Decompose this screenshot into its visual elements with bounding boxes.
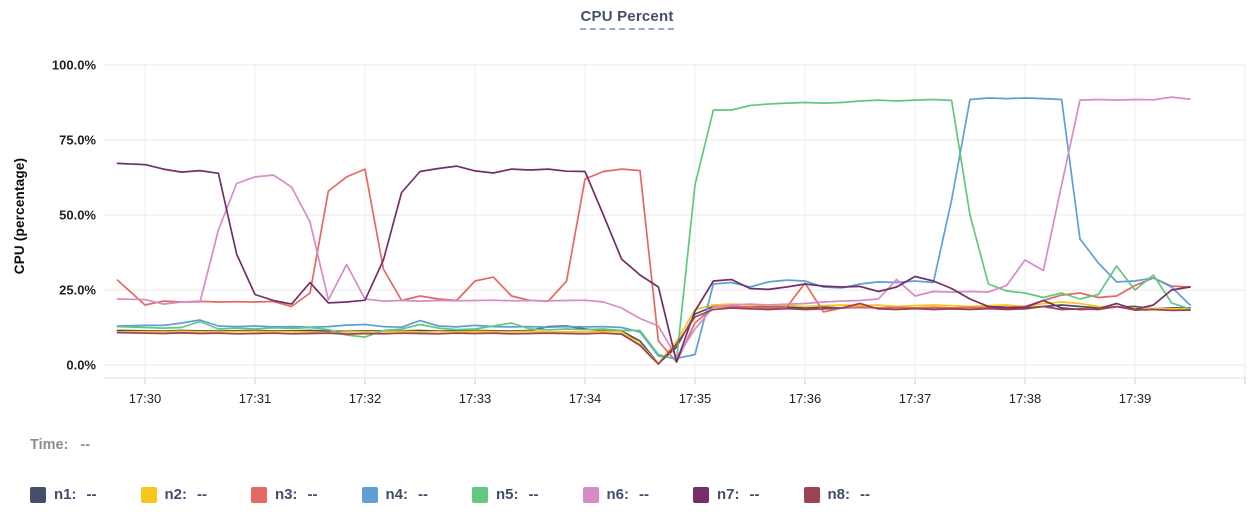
legend-value-n8: -- bbox=[860, 486, 870, 503]
time-label: Time: bbox=[30, 437, 69, 453]
legend-label-n6: n6: bbox=[606, 486, 630, 503]
legend-swatch-n1 bbox=[30, 486, 46, 503]
legend-value-n2: -- bbox=[197, 486, 207, 503]
legend-item-n2[interactable]: n2: -- bbox=[140, 486, 207, 503]
legend-item-n4[interactable]: n4: -- bbox=[361, 486, 428, 503]
legend-item-n6[interactable]: n6: -- bbox=[582, 486, 649, 503]
legend-item-n5[interactable]: n5: -- bbox=[472, 486, 539, 503]
x-tick-label: 17:31 bbox=[239, 391, 272, 406]
y-tick-label: 100.0% bbox=[52, 58, 97, 73]
y-tick-label: 75.0% bbox=[59, 133, 96, 148]
x-tick-label: 17:36 bbox=[789, 391, 822, 406]
legend-value-n7: -- bbox=[749, 486, 760, 503]
legend-label-n5: n5: bbox=[496, 486, 519, 503]
legend-label-n7: n7: bbox=[717, 486, 740, 503]
legend-item-n3[interactable]: n3: -- bbox=[251, 486, 318, 503]
legend-item-n7[interactable]: n7: -- bbox=[693, 486, 760, 503]
x-tick-label: 17:32 bbox=[349, 391, 382, 406]
series-line-n4[interactable] bbox=[116, 97, 1191, 360]
legend-label-n4: n4: bbox=[385, 486, 409, 503]
legend-item-n8[interactable]: n8: -- bbox=[803, 486, 870, 503]
x-tick-label: 17:30 bbox=[129, 391, 162, 406]
legend-swatch-n6 bbox=[582, 486, 599, 503]
legend-value-n6: -- bbox=[639, 486, 649, 503]
chart-series-lines bbox=[116, 96, 1191, 365]
series-line-n3[interactable] bbox=[116, 168, 1191, 363]
legend-swatch-n8 bbox=[803, 486, 820, 503]
series-line-n8[interactable] bbox=[116, 302, 1191, 365]
x-tick-label: 17:35 bbox=[679, 391, 712, 406]
chart-gridlines bbox=[103, 63, 1246, 384]
series-line-n6[interactable] bbox=[116, 96, 1191, 359]
cpu-chart[interactable]: 0.0% 25.0% 50.0% 75.0% 100.0% 17:30 17:31 17:32… bbox=[0, 0, 1254, 420]
x-tick-label: 17:39 bbox=[1119, 391, 1152, 406]
series-line-n7[interactable] bbox=[116, 162, 1191, 363]
x-tick-label: 17:33 bbox=[459, 391, 492, 406]
legend-label-n3: n3: bbox=[275, 486, 298, 503]
legend-value-n3: -- bbox=[307, 486, 318, 503]
x-tick-label: 17:38 bbox=[1009, 391, 1042, 406]
legend-item-n1[interactable]: n1: -- bbox=[30, 486, 97, 503]
series-line-n5[interactable] bbox=[116, 98, 1191, 361]
y-tick-label: 50.0% bbox=[59, 208, 96, 223]
legend-value-n5: -- bbox=[528, 486, 539, 503]
legend-swatch-n4 bbox=[361, 486, 378, 503]
legend-swatch-n3 bbox=[251, 486, 267, 503]
y-tick-label: 25.0% bbox=[59, 283, 96, 298]
legend-swatch-n7 bbox=[693, 486, 709, 503]
legend-value-n4: -- bbox=[418, 486, 428, 503]
legend-label-n8: n8: bbox=[827, 486, 851, 503]
y-tick-label: 0.0% bbox=[66, 358, 96, 373]
chart-title[interactable]: CPU Percent bbox=[580, 8, 674, 30]
legend-value-n1: -- bbox=[86, 486, 97, 503]
chart-axis-labels: 0.0% 25.0% 50.0% 75.0% 100.0% 17:30 17:31 17:32… bbox=[52, 58, 1151, 407]
x-tick-label: 17:37 bbox=[899, 391, 932, 406]
legend-swatch-n2 bbox=[140, 486, 157, 503]
time-readout-row: Time: -- bbox=[30, 437, 90, 453]
y-axis-title: CPU (percentage) bbox=[12, 158, 27, 274]
x-tick-label: 17:34 bbox=[569, 391, 602, 406]
legend-label-n2: n2: bbox=[164, 486, 188, 503]
legend-label-n1: n1: bbox=[54, 486, 77, 503]
series-line-n1[interactable] bbox=[116, 304, 1191, 365]
time-value: -- bbox=[80, 437, 91, 453]
legend-swatch-n5 bbox=[472, 486, 488, 503]
chart-title-row: CPU Percent bbox=[0, 8, 1254, 30]
chart-legend: n1: -- n2: -- n3: -- n4: -- n5: -- n6: -- n7: -- n8: -- bbox=[30, 486, 870, 503]
